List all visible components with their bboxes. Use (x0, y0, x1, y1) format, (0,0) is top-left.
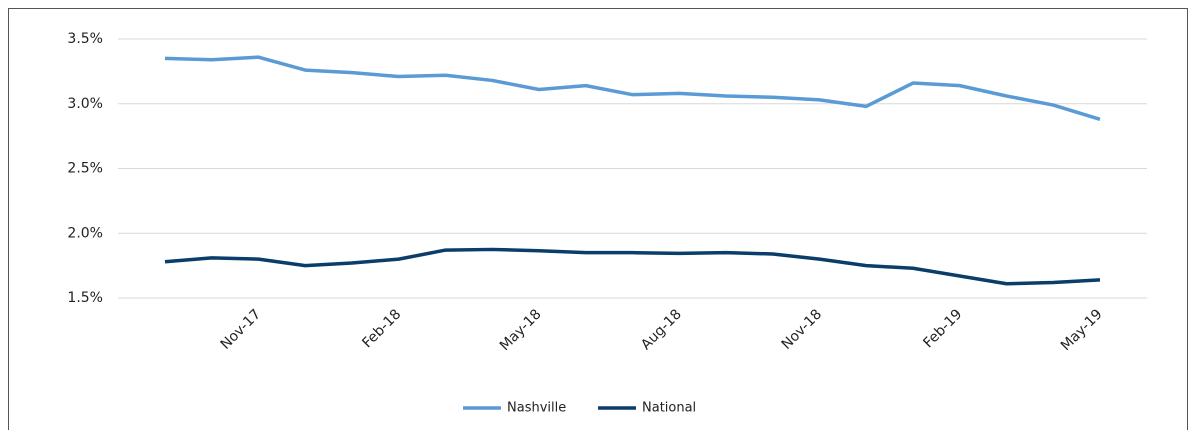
y-tick-label: 3.0% (67, 96, 103, 112)
y-tick-label: 1.5% (67, 290, 103, 306)
x-tick-label: Feb-18 (359, 306, 404, 351)
x-tick-label: Feb-19 (920, 306, 965, 351)
x-tick-label: Aug-18 (638, 306, 685, 353)
y-tick-label: 3.5% (67, 31, 103, 47)
y-tick-label: 2.5% (67, 161, 103, 177)
x-tick-label: Nov-17 (218, 306, 265, 353)
x-tick-label: Nov-18 (779, 306, 826, 353)
x-tick-label: May-18 (497, 306, 545, 354)
legend-label: National (642, 401, 696, 416)
x-tick-label: May-19 (1058, 306, 1106, 354)
series-line (164, 55, 1101, 121)
legend-label: Nashville (507, 401, 566, 416)
frame (8, 8, 1188, 430)
series-line (164, 247, 1101, 286)
y-tick-label: 2.0% (67, 225, 103, 241)
